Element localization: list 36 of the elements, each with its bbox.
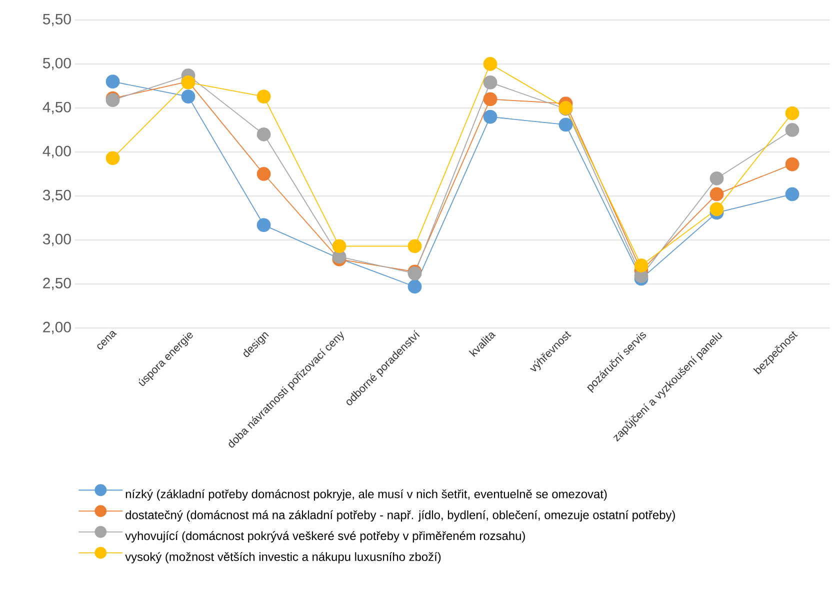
point [256,167,271,181]
point [634,258,648,272]
point [483,76,498,90]
point [483,57,498,71]
x-tick-label: cena [97,331,117,350]
y-tick-label: 3,50 [42,190,71,202]
y-tick-label: 2,50 [43,278,71,290]
point [408,239,422,254]
point [256,218,271,232]
y-tick-label: 4,00 [42,146,71,158]
legend-label: vyhovující (domácnost pokrývá veškeré své potřeby v přiměřeném rozsahu) [125,531,525,542]
point [785,106,800,120]
legend-label: vysoký (možnost větších investic a nákupu luxusního zboží) [125,552,441,564]
point [710,202,724,216]
point [483,110,498,124]
y-tick-label: 4,50 [42,102,71,114]
point [408,280,422,294]
point [106,151,120,166]
point [332,239,346,254]
point [558,118,573,132]
y-tick-label: 5,00 [43,58,71,70]
point [256,127,271,142]
point [106,74,120,89]
legend-label: dostatečný (domácnost má na základní potřeby - např. jídlo, bydlení, oblečení, omezuje ostatní potřeby) [126,510,675,522]
legend-label: nízký (základní potřeby domácnost pokryje, ale musí v nich šetřit, eventuelně se omezovat) [126,489,607,501]
point [256,90,271,104]
y-tick-label: 2,00 [43,322,71,334]
point [181,90,196,104]
point [710,187,724,202]
y-tick-label: 5,50 [43,14,71,26]
point [710,171,724,186]
point [785,187,800,202]
point [785,157,800,172]
point [483,92,498,106]
y-tick-label: 3,00 [42,234,71,246]
point [785,123,800,137]
